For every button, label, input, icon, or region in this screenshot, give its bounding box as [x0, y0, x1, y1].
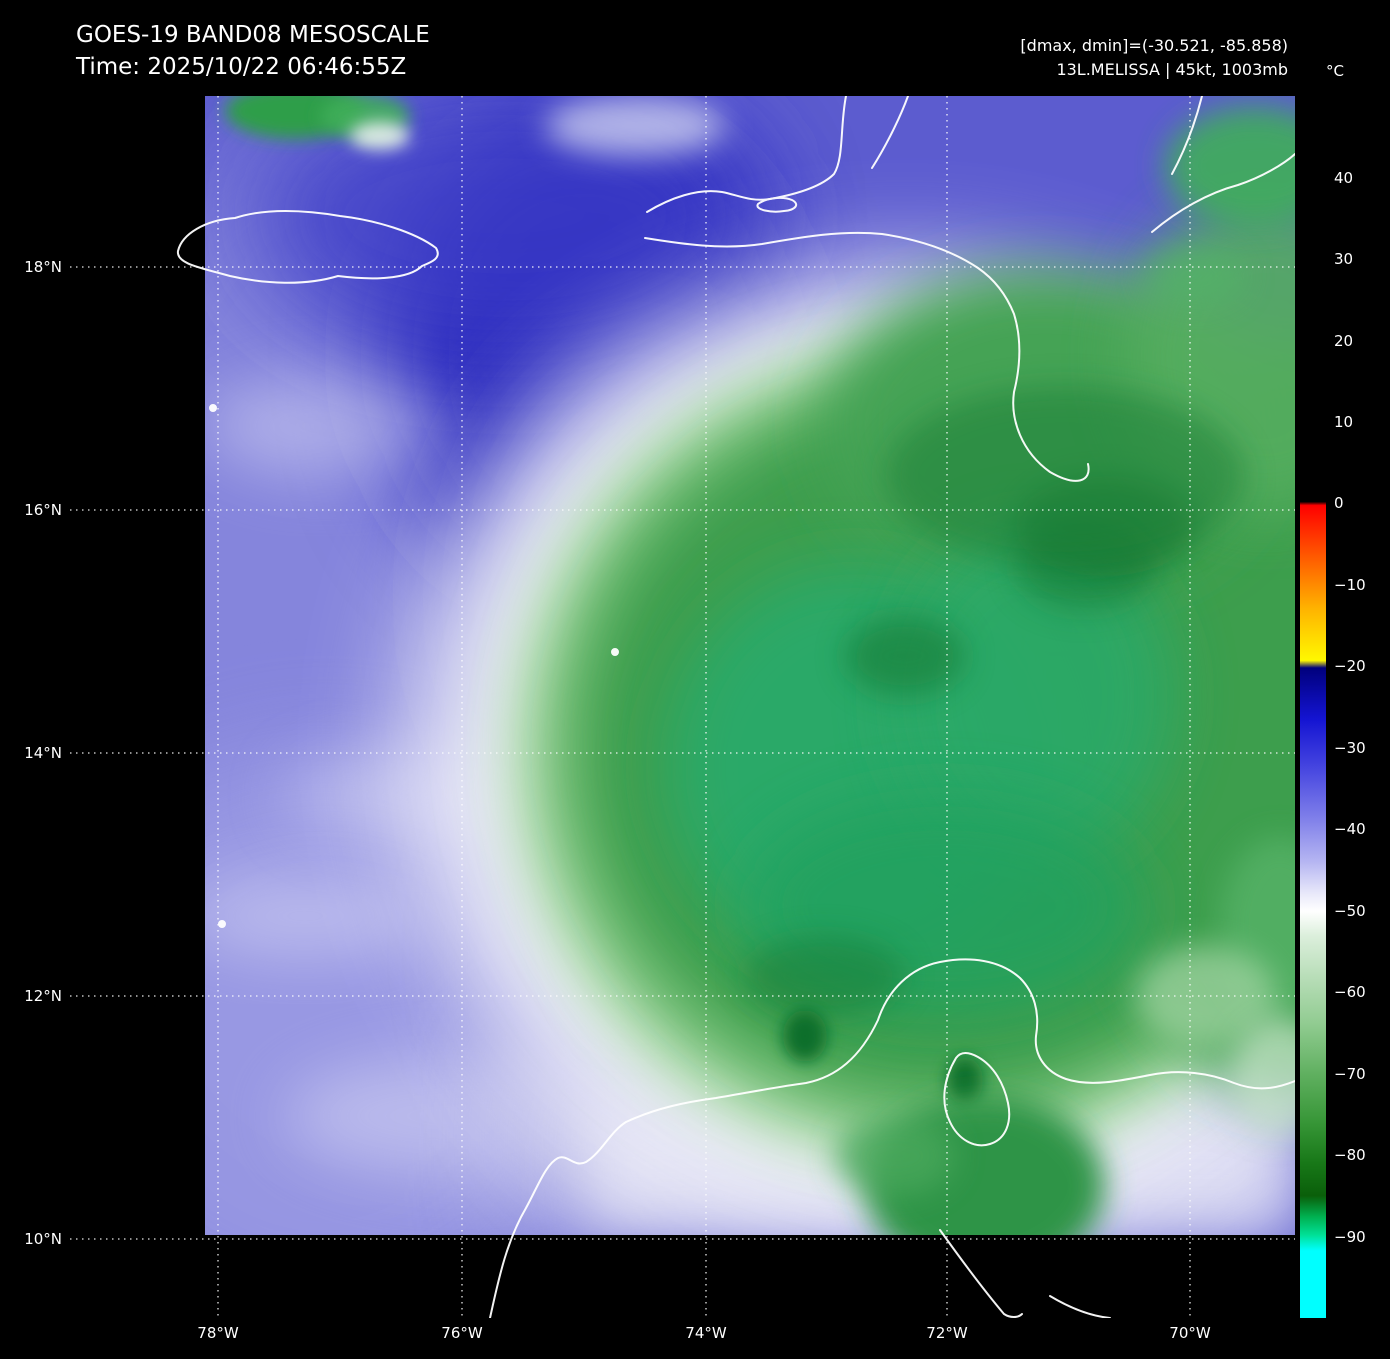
grid-lines — [70, 96, 1295, 1318]
lat-label-10n: 10°N — [24, 1230, 62, 1248]
lon-label-74w: 74°W — [685, 1324, 727, 1342]
coastline-hispaniola-top — [871, 96, 909, 169]
coastline-bottom-right — [1049, 1295, 1111, 1318]
lon-label-72w: 72°W — [926, 1324, 968, 1342]
coastline-ne-top — [1171, 96, 1203, 175]
lat-label-18n: 18°N — [24, 258, 62, 276]
colorbar-tick: 10 — [1334, 413, 1354, 431]
colorbar-tick: 0 — [1334, 494, 1344, 512]
lon-label-78w: 78°W — [197, 1324, 239, 1342]
lon-label-76w: 76°W — [441, 1324, 483, 1342]
lat-label-14n: 14°N — [24, 744, 62, 762]
colorbar-tick: −20 — [1334, 657, 1366, 675]
islet-icon — [611, 648, 619, 656]
coastlines — [176, 96, 1295, 1318]
colorbar-tick: −90 — [1334, 1228, 1366, 1246]
colorbar-tick: 20 — [1334, 332, 1354, 350]
satellite-imagery — [205, 96, 1295, 1235]
product-title: GOES-19 BAND08 MESOSCALE — [76, 22, 430, 48]
product-time: Time: 2025/10/22 06:46:55Z — [76, 54, 407, 80]
colorbar-tick: −40 — [1334, 820, 1366, 838]
dmax-dmin-readout: [dmax, dmin]=(-30.521, -85.858) — [1020, 36, 1288, 55]
map-plot-area: Copyright © 2020-2025 Dapiya — [70, 96, 1295, 1318]
colorbar-unit-label: °C — [1326, 62, 1344, 80]
coastline-hispaniola-north — [646, 96, 847, 213]
coastline-south-america — [489, 958, 1295, 1318]
lat-label-16n: 16°N — [24, 501, 62, 519]
coastline-hispaniola-south — [644, 231, 1090, 482]
coastline-maracaibo — [943, 1052, 1011, 1147]
coastline-venezuela-south — [939, 1229, 1023, 1318]
storm-info: 13L.MELISSA | 45kt, 1003mb — [1056, 60, 1288, 79]
coastline-gonave-island — [756, 196, 798, 213]
colorbar-tick: −50 — [1334, 902, 1366, 920]
lat-label-12n: 12°N — [24, 987, 62, 1005]
map-overlay — [70, 96, 1295, 1318]
lon-label-70w: 70°W — [1169, 1324, 1211, 1342]
colorbar-tick: −70 — [1334, 1065, 1366, 1083]
coastline-ne-corner — [1151, 153, 1295, 233]
coastline-jamaica — [176, 210, 439, 284]
colorbar-tick: −30 — [1334, 739, 1366, 757]
colorbar-tick: 40 — [1334, 169, 1354, 187]
islet-icon — [209, 404, 217, 412]
colorbar-tick: 30 — [1334, 250, 1354, 268]
colorbar-gradient — [1300, 96, 1326, 1318]
imagery-canvas — [205, 96, 1295, 1235]
colorbar-tick: −60 — [1334, 983, 1366, 1001]
colorbar-tick: −10 — [1334, 576, 1366, 594]
islet-icon — [218, 920, 226, 928]
colorbar-tick: −80 — [1334, 1146, 1366, 1164]
